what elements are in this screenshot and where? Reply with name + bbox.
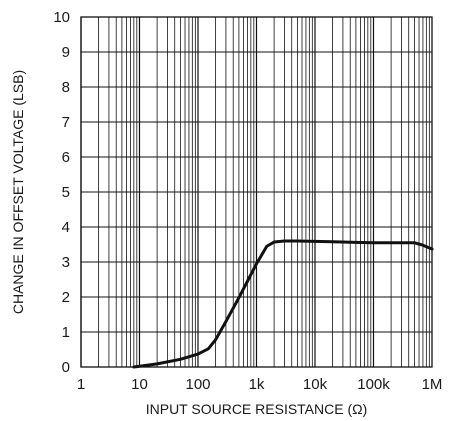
x-tick-label: 1M [422,376,443,393]
x-tick-label: 10k [303,376,328,393]
x-tick-label: 10 [131,376,148,393]
grid [80,16,432,368]
y-tick-label: 8 [62,79,70,96]
x-tick-label: 1 [77,376,85,393]
y-tick-label: 9 [62,44,70,61]
y-tick-label: 0 [62,359,70,376]
y-tick-label: 2 [62,289,70,306]
y-tick-label: 10 [53,9,70,26]
plot-area-frame [80,16,433,368]
y-tick-label: 6 [62,149,70,166]
x-axis-label: INPUT SOURCE RESISTANCE (Ω) [146,401,368,417]
x-tick-label: 100k [357,376,390,393]
series-line [132,239,434,369]
y-tick-label: 1 [62,324,70,341]
x-tick-label: 100 [185,376,210,393]
y-tick-label: 3 [62,254,70,271]
x-tick-label: 1k [249,376,265,393]
y-tick-label: 7 [62,114,70,131]
y-tick-label: 5 [62,184,70,201]
y-tick-label: 4 [62,219,70,236]
y-axis-label: CHANGE IN OFFSET VOLTAGE (LSB) [10,70,26,314]
